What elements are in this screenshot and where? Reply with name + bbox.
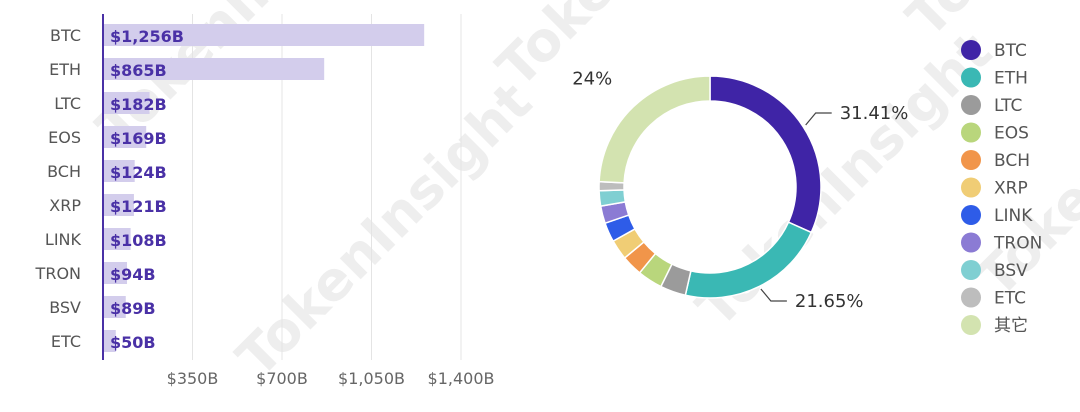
watermark-text: TokenInsight (485, 0, 804, 99)
legend-swatch (961, 67, 981, 88)
x-tick-label: $700B (256, 369, 308, 388)
slice-item-10 (598, 75, 711, 184)
value-label: $89B (110, 299, 156, 318)
legend-swatch (961, 150, 981, 170)
bar-btc (104, 24, 425, 46)
legend-label: LTC (994, 96, 1022, 116)
legend-label: ETC (994, 289, 1026, 309)
legend-swatch (961, 205, 981, 225)
value-label: $121B (110, 197, 167, 216)
value-label: $124B (110, 163, 167, 182)
bar-link (104, 228, 131, 250)
legend-swatch (961, 177, 981, 198)
legend-swatch (961, 287, 981, 308)
callout-line (805, 112, 832, 126)
bar-x-ticks: $350B $700B $1,050B $1,400B (167, 369, 495, 388)
bar-eos (104, 126, 147, 148)
x-tick-label: $1,400B (428, 369, 495, 388)
bar-chart: BTC $1,256B ETH $865B LTC $182B EOS $169B BCH $12… (35, 14, 495, 388)
slice-btc (709, 75, 822, 234)
legend-swatch (961, 122, 981, 143)
legend-swatch (961, 260, 981, 280)
percent-label: 21.65% (795, 291, 864, 312)
category-label: BTC (50, 26, 81, 45)
legend-label: TRON (993, 234, 1042, 254)
callout-line (760, 288, 787, 302)
x-tick-label: $1,050B (338, 369, 405, 388)
legend-label: BCH (994, 151, 1030, 171)
x-tick-label: $350B (167, 369, 219, 388)
legend-label: EOS (994, 124, 1029, 144)
category-label: BSV (49, 298, 81, 317)
value-label: $108B (110, 231, 167, 250)
bar-etc (104, 330, 116, 352)
legend-swatch (961, 315, 981, 335)
category-label: XRP (49, 196, 81, 215)
legend-swatch (961, 40, 981, 60)
legend-label: ETH (994, 69, 1028, 89)
percent-label: 24% (572, 69, 612, 90)
bar-tron (104, 262, 128, 284)
legend-label: BTC (994, 41, 1027, 61)
bar-xrp (104, 194, 134, 216)
watermark-text: TokenInsight (225, 70, 544, 389)
category-label: TRON (35, 264, 81, 283)
legend-label: LINK (994, 206, 1033, 226)
value-label: $865B (110, 61, 167, 80)
donut-callouts: 31.41% 21.65% 24% (572, 69, 908, 312)
category-label: LTC (54, 94, 81, 113)
value-label: $182B (110, 95, 167, 114)
bar-bch (104, 160, 135, 182)
legend-label: BSV (994, 261, 1028, 281)
category-label: LINK (45, 230, 82, 249)
bar-eth (104, 58, 325, 80)
legend-label: XRP (994, 179, 1028, 199)
category-label: BCH (47, 162, 81, 181)
value-label: $50B (110, 333, 156, 352)
legend-swatch (961, 232, 981, 253)
value-label: $94B (110, 265, 156, 284)
legend-swatch (961, 95, 981, 115)
category-label: EOS (48, 128, 81, 147)
bar-ltc (104, 92, 150, 114)
value-label: $169B (110, 129, 167, 148)
donut-chart: 31.41% 21.65% 24% (572, 69, 908, 312)
category-label: ETH (49, 60, 81, 79)
watermark-text: TokenInsight (895, 0, 1080, 49)
bar-series (104, 24, 425, 352)
category-label: ETC (51, 332, 81, 351)
value-label: $1,256B (110, 27, 184, 46)
legend-label: 其它 (994, 316, 1028, 336)
bar-labels: BTC $1,256B ETH $865B LTC $182B EOS $169B BCH $12… (35, 26, 184, 352)
donut-slices (598, 75, 822, 299)
percent-label: 31.41% (840, 103, 909, 124)
donut-legend: BTC ETH LTC EOS BCH XRP LINK TRON BSV ETC 其它 (961, 40, 1042, 336)
bar-bsv (104, 296, 126, 318)
